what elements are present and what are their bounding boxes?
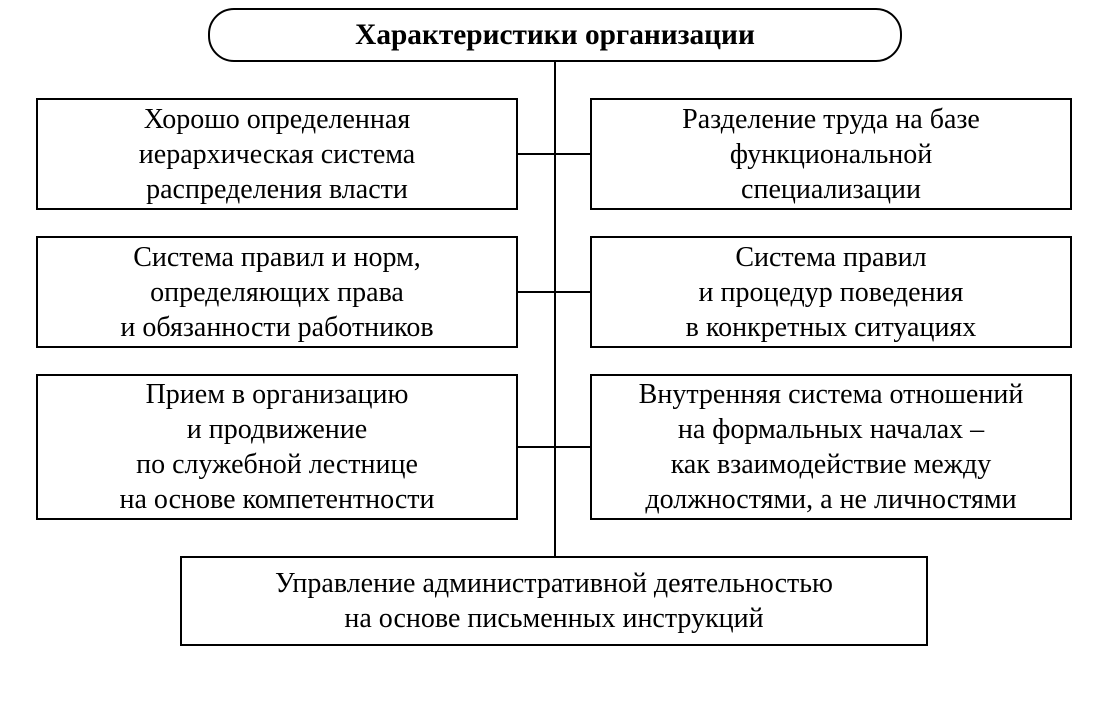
- title-node: Характеристики организации: [208, 8, 902, 62]
- box-text: Система правил и процедур поведения в ко…: [686, 240, 977, 345]
- box-text: Хорошо определенная иерархическая систем…: [139, 102, 415, 207]
- box-text: Управление административной деятельность…: [275, 566, 833, 636]
- box-rules-norms: Система правил и норм, определяющих прав…: [36, 236, 518, 348]
- box-formal-relations: Внутренняя система отношений на формальн…: [590, 374, 1072, 520]
- title-text: Характеристики организации: [355, 17, 755, 54]
- box-written-instructions: Управление административной деятельность…: [180, 556, 928, 646]
- box-text: Внутренняя система отношений на формальн…: [639, 377, 1024, 517]
- box-hiring-promotion: Прием в организацию и продвижение по слу…: [36, 374, 518, 520]
- box-text: Система правил и норм, определяющих прав…: [120, 240, 433, 345]
- diagram-canvas: Характеристики организации Хорошо опреде…: [0, 0, 1110, 704]
- box-text: Разделение труда на базе функциональной …: [682, 102, 980, 207]
- box-hierarchy: Хорошо определенная иерархическая систем…: [36, 98, 518, 210]
- box-procedures: Система правил и процедур поведения в ко…: [590, 236, 1072, 348]
- box-division-of-labor: Разделение труда на базе функциональной …: [590, 98, 1072, 210]
- box-text: Прием в организацию и продвижение по слу…: [120, 377, 435, 517]
